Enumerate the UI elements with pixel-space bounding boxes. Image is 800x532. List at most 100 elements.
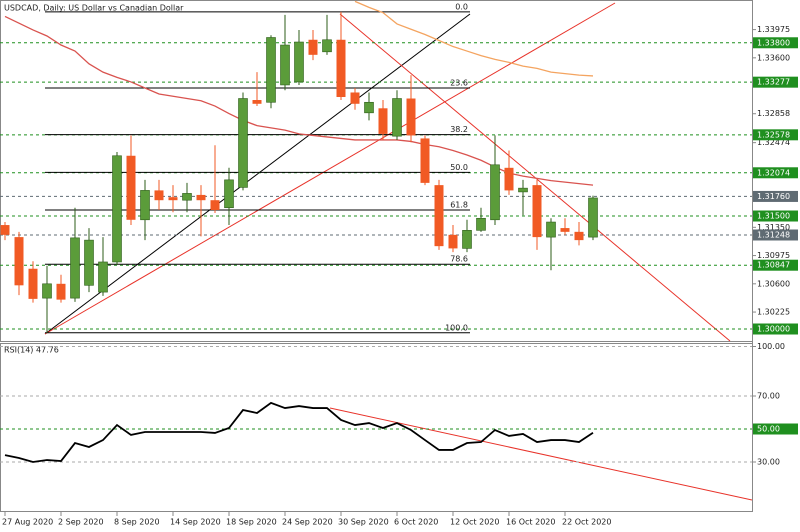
x-tick-label: 6 Oct 2020	[394, 518, 438, 527]
level-box	[753, 323, 798, 335]
level-label: 1.33800	[757, 38, 790, 47]
level-label: 1.30000	[757, 325, 790, 334]
candle-body	[14, 237, 24, 286]
level-label: 1.30847	[757, 261, 790, 270]
level-box	[753, 190, 798, 202]
candle-body	[532, 185, 542, 238]
candle-body	[490, 164, 500, 221]
rsi-panel	[0, 343, 753, 512]
candle-body	[448, 234, 458, 249]
level-box	[753, 259, 798, 271]
candle-body	[266, 37, 276, 103]
x-tick-label: 22 Oct 2020	[562, 518, 611, 527]
y-tick-label: 1.33975	[757, 25, 790, 34]
candle-body	[588, 197, 598, 238]
candle-body	[252, 100, 262, 104]
candle-body	[56, 283, 66, 300]
level-box	[753, 129, 798, 141]
fib-label: 100.0	[445, 323, 468, 332]
trend-line	[44, 2, 616, 335]
y-tick-label: 1.30225	[757, 308, 790, 317]
fib-label: 61.8	[450, 200, 468, 209]
candle-body	[126, 155, 136, 220]
candle-body	[70, 237, 80, 299]
x-tick-label: 30 Sep 2020	[338, 518, 389, 527]
y-tick-label: 100.00	[757, 342, 785, 351]
candle-body	[224, 179, 234, 209]
x-tick-label: 12 Oct 2020	[450, 518, 499, 527]
candle-body	[112, 155, 122, 263]
candle-body	[364, 101, 374, 114]
x-tick-label: 14 Sep 2020	[170, 518, 221, 527]
candle-body	[98, 261, 108, 293]
fib-label: 23.6	[450, 78, 468, 87]
level-label: 1.32074	[757, 168, 790, 177]
candle-body	[406, 98, 416, 136]
candle-body	[322, 39, 332, 53]
y-tick-label: 1.31350	[757, 223, 790, 232]
level-label: 1.31248	[757, 230, 790, 239]
y-tick-label: 1.30975	[757, 251, 790, 260]
x-tick-label: 2 Sep 2020	[58, 518, 104, 527]
candle-body	[294, 41, 304, 83]
x-tick-label: 27 Aug 2020	[2, 518, 53, 527]
y-tick-label: 1.30600	[757, 279, 790, 288]
fib-label: 38.2	[450, 125, 468, 134]
level-label: 1.33277	[757, 78, 790, 87]
candle-body	[154, 190, 164, 201]
level-label: 1.32578	[757, 130, 790, 139]
candle-body	[280, 44, 290, 86]
candle-body	[574, 231, 584, 241]
fib-label: 0.0	[455, 2, 468, 11]
y-tick-label: 70.00	[757, 392, 780, 401]
level-box	[753, 37, 798, 49]
candle-body	[84, 239, 94, 286]
level-box	[753, 167, 798, 179]
candle-body	[434, 185, 444, 247]
candle-body	[350, 92, 360, 104]
candle-body	[462, 230, 472, 249]
candle-body	[238, 98, 248, 188]
candle-body	[0, 225, 10, 235]
level-box	[753, 229, 798, 241]
candle-body	[210, 200, 220, 210]
x-tick-label: 8 Sep 2020	[114, 518, 160, 527]
level-box	[753, 423, 798, 435]
level-box	[753, 76, 798, 88]
candle-body	[140, 190, 150, 221]
candle-body	[308, 39, 318, 55]
y-tick-label: 1.32474	[757, 138, 790, 147]
candle-body	[476, 217, 486, 231]
trend-line	[329, 407, 753, 501]
candle-body	[546, 221, 556, 238]
candle-body	[182, 193, 192, 201]
rsi-line	[4, 401, 594, 463]
candle-body	[168, 197, 178, 201]
moving-average	[354, 0, 594, 77]
candle-body	[518, 187, 528, 193]
level-label: 1.31760	[757, 192, 790, 201]
candle-body	[392, 98, 402, 137]
y-tick-label: 30.00	[757, 458, 780, 467]
x-tick-label: 16 Oct 2020	[506, 518, 555, 527]
candle-body	[196, 194, 206, 201]
candle-body	[42, 283, 52, 299]
level-box	[753, 210, 798, 222]
y-tick-label: 1.32858	[757, 109, 790, 118]
chart-title: USDCAD, Daily: US Dollar vs Canadian Dol…	[4, 4, 184, 13]
fib-label: 50.0	[450, 163, 468, 172]
x-tick-label: 24 Sep 2020	[282, 518, 333, 527]
level-label: 1.31500	[757, 212, 790, 221]
candle-body	[378, 108, 388, 134]
candle-body	[420, 138, 430, 183]
candle-body	[504, 167, 514, 191]
y-tick-label: 1.33600	[757, 53, 790, 62]
level-label: 50.00	[757, 425, 780, 434]
rsi-title: RSI(14) 47.76	[4, 346, 59, 355]
trend-line	[44, 13, 471, 335]
fib-label: 78.6	[450, 255, 468, 264]
candle-body	[336, 39, 346, 98]
x-tick-label: 18 Sep 2020	[226, 518, 277, 527]
